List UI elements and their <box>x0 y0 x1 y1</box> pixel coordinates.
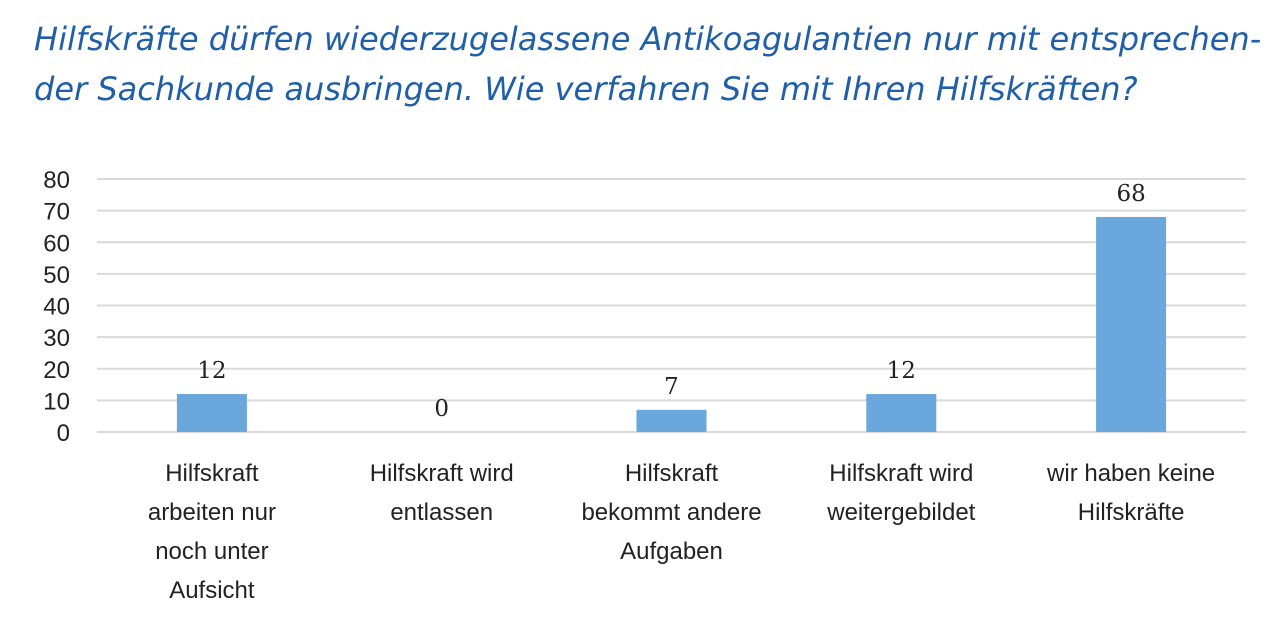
category-label-3-line-3: Aufgaben <box>620 538 723 565</box>
y-tick-label-50: 50 <box>43 262 70 289</box>
bar-3 <box>636 409 707 432</box>
data-label-4: 12 <box>887 358 916 384</box>
y-tick-label-20: 20 <box>43 357 70 384</box>
category-label-1: Hilfskraft arbeiten nur noch unter Aufsicht <box>148 460 276 604</box>
category-label-1-line-2: arbeiten nur <box>148 499 276 526</box>
category-label-3-line-2: bekommt andere <box>581 499 761 526</box>
category-label-5-line-2: Hilfskräfte <box>1078 499 1185 526</box>
bar-4 <box>866 394 937 432</box>
data-label-2: 0 <box>434 396 449 422</box>
category-label-1-line-3: noch unter <box>155 538 268 565</box>
data-label-5: 68 <box>1116 181 1145 207</box>
chart-title-line-2: der Sachkunde ausbringen. Wie verfahren … <box>34 70 1138 108</box>
y-tick-label-30: 30 <box>43 325 70 352</box>
y-tick-label-40: 40 <box>43 294 70 321</box>
category-label-4: Hilfskraft wird weitergebildet <box>826 460 975 526</box>
category-label-1-line-1: Hilfskraft <box>165 460 259 487</box>
bar-5 <box>1096 216 1167 432</box>
category-label-4-line-2: weitergebildet <box>826 499 975 526</box>
data-label-1: 12 <box>197 358 226 384</box>
y-tick-label-80: 80 <box>43 167 70 194</box>
category-label-1-line-4: Aufsicht <box>169 577 255 604</box>
category-label-3-line-1: Hilfskraft <box>625 460 719 487</box>
y-tick-label-0: 0 <box>57 420 70 447</box>
category-label-3: Hilfskraft bekommt andere Aufgaben <box>581 460 761 565</box>
chart-title: Hilfskräfte dürfen wiederzugelassene Ant… <box>34 14 1264 114</box>
category-label-5: wir haben keine Hilfskräfte <box>1046 460 1215 526</box>
category-label-2: Hilfskraft wird entlassen <box>370 460 514 526</box>
chart-title-line-1: Hilfskräfte dürfen wiederzugelassene Ant… <box>34 20 1262 58</box>
data-label-3: 7 <box>664 374 679 400</box>
category-label-4-line-1: Hilfskraft wird <box>829 460 973 487</box>
category-label-5-line-1: wir haben keine <box>1046 460 1215 487</box>
category-label-2-line-2: entlassen <box>390 499 493 526</box>
y-tick-label-60: 60 <box>43 230 70 257</box>
y-tick-label-70: 70 <box>43 199 70 226</box>
category-label-2-line-1: Hilfskraft wird <box>370 460 514 487</box>
bar-1 <box>176 394 247 432</box>
y-tick-label-10: 10 <box>43 388 70 415</box>
